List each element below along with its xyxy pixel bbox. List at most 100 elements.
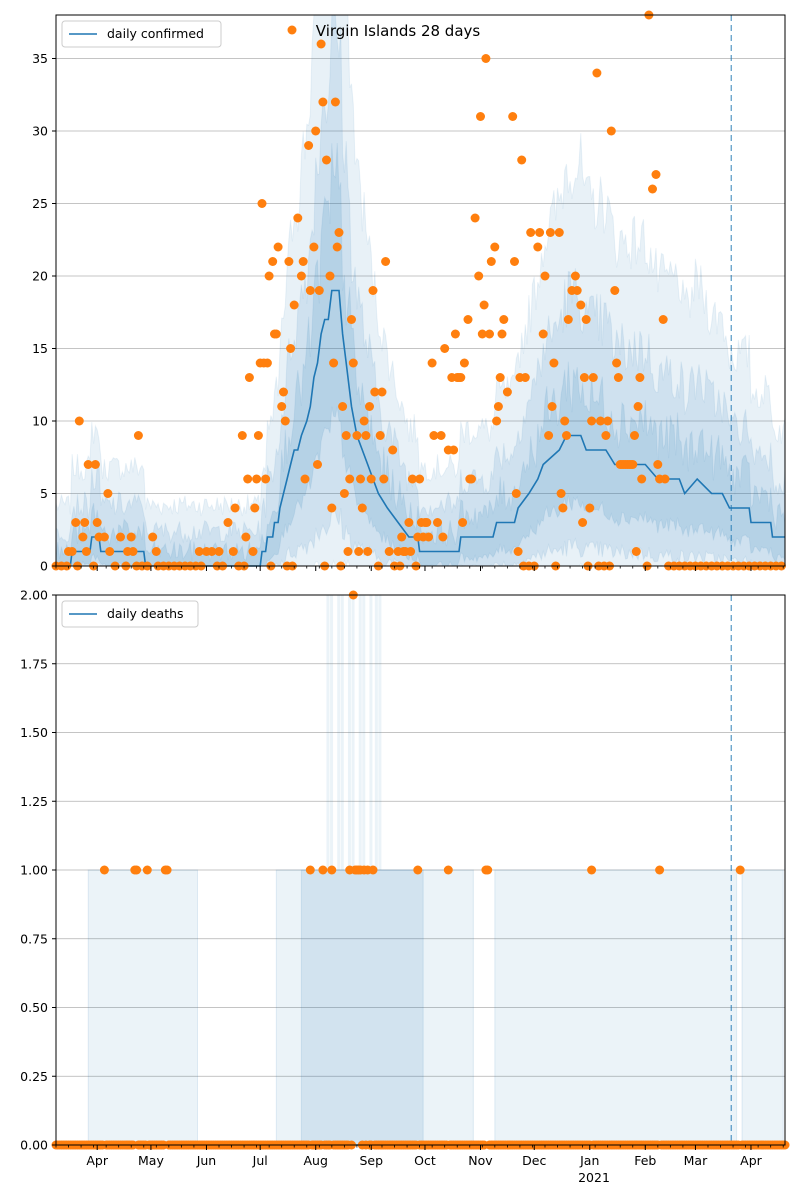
confirmed-observed-point (467, 474, 476, 484)
confirmed-observed-point (296, 271, 306, 281)
confirmed-observed-points (51, 10, 786, 571)
confirmed-observed-point (603, 416, 613, 426)
confirmed-observed-point (116, 532, 125, 542)
confirmed-observed-point (404, 518, 414, 527)
confirmed-observed-point (365, 402, 374, 411)
confirmed-observed-point (74, 416, 84, 426)
confirmed-observed-point (535, 228, 545, 237)
x-tick-label: Apr (740, 1153, 762, 1168)
confirmed-observed-point (268, 257, 278, 266)
confirmed-observed-point (495, 373, 505, 382)
confirmed-observed-point (481, 54, 491, 63)
confirmed-observed-point (334, 228, 344, 237)
confirmed-observed-point (305, 286, 315, 295)
confirmed-observed-point (422, 518, 432, 527)
confirmed-observed-point (293, 213, 303, 223)
confirmed-observed-point (508, 112, 518, 121)
confirmed-observed-point (486, 257, 496, 266)
x-tick-label: Nov (468, 1153, 493, 1168)
deaths-y-tick-label: 0.00 (20, 1138, 48, 1153)
confirmed-observed-point (316, 39, 326, 49)
deaths-y-tick-label: 0.75 (20, 931, 48, 946)
confirmed-observed-point (318, 97, 328, 107)
confirmed-observed-point (637, 474, 647, 484)
deaths-band-spike (330, 595, 334, 870)
confirmed-observed-point (381, 257, 391, 266)
confirmed-observed-point (658, 315, 668, 324)
confirmed-observed-point (262, 358, 272, 368)
deaths-observed-point (132, 865, 142, 875)
confirmed-observed-point (458, 518, 468, 527)
confirmed-observed-point (71, 518, 81, 527)
deaths-y-tick-label: 1.75 (20, 656, 48, 671)
confirmed-observed-point (271, 329, 281, 339)
confirmed-observed-point (237, 431, 247, 440)
confirmed-observed-point (250, 503, 260, 513)
confirmed-observed-point (103, 489, 113, 498)
confirmed-observed-point (357, 503, 367, 513)
confirmed-y-ticks: 0 5 10 15 20 25 30 35 (32, 51, 56, 574)
confirmed-observed-point (347, 315, 356, 324)
confirmed-observed-point (148, 532, 158, 542)
deaths-observed-point (368, 865, 378, 875)
confirmed-observed-point (588, 373, 598, 382)
confirmed-observed-point (613, 373, 623, 382)
x-tick-label: Feb (634, 1153, 656, 1168)
confirmed-observed-point (388, 445, 398, 455)
confirmed-observed-point (592, 68, 602, 78)
confirmed-observed-point (92, 518, 102, 527)
confirmed-observed-point (368, 286, 378, 295)
confirmed-observed-point (463, 315, 473, 324)
deaths-band-block (87, 869, 199, 1146)
deaths-legend-label: daily deaths (107, 606, 184, 621)
confirmed-observed-point (80, 518, 90, 527)
confirmed-observed-point (243, 474, 253, 484)
confirmed-observed-point (476, 112, 485, 121)
confirmed-observed-point (322, 155, 331, 165)
confirmed-observed-point (341, 431, 351, 440)
confirmed-observed-point (300, 474, 310, 484)
x-axis-year-label: 2021 (578, 1170, 610, 1185)
confirmed-observed-point (497, 329, 507, 339)
deaths-y-tick-label: 0.50 (20, 1000, 48, 1015)
confirmed-observed-point (78, 532, 88, 542)
confirmed-observed-point (298, 257, 308, 266)
confirmed-observed-point (356, 474, 365, 484)
deaths-band-block (741, 869, 784, 1146)
confirmed-observed-point (264, 271, 274, 281)
deaths-observed-point (162, 865, 172, 875)
deaths-panel: 0.00 0.25 0.50 0.75 1.00 1.25 1.50 1.75 2.00 Apr… (20, 588, 790, 1168)
confirmed-observed-point (427, 358, 437, 368)
deaths-observed-point (587, 865, 597, 875)
confirmed-observed-point (361, 431, 371, 440)
title-overlap-point (287, 25, 297, 35)
confirmed-observed-point (230, 503, 240, 513)
confirmed-observed-point (540, 271, 550, 281)
confirmed-observed-point (429, 431, 439, 440)
deaths-band-spike (369, 595, 373, 870)
confirmed-observed-point (510, 257, 519, 266)
deaths-observed-point (99, 865, 109, 875)
deaths-observed-point (735, 865, 745, 875)
deaths-band-spike (351, 595, 355, 870)
confirmed-observed-point (325, 271, 335, 281)
confirmed-observed-point (499, 315, 509, 324)
confirmed-legend-label: daily confirmed (107, 26, 204, 41)
confirmed-observed-point (223, 518, 233, 527)
deaths-band-block (494, 869, 738, 1146)
deaths-observed-point (413, 865, 423, 875)
confirmed-observed-point (284, 257, 294, 266)
confirmed-observed-point (207, 547, 217, 556)
confirmed-observed-point (304, 141, 314, 150)
confirmed-observed-point (470, 213, 480, 223)
confirmed-observed-point (133, 431, 143, 440)
confirmed-observed-point (327, 503, 337, 513)
confirmed-observed-point (596, 416, 605, 426)
confirmed-observed-point (517, 155, 527, 165)
deaths-legend-box (61, 600, 199, 628)
confirmed-observed-point (560, 416, 570, 426)
confirmed-observed-point (579, 373, 589, 382)
confirmed-observed-point (538, 329, 548, 339)
x-tick-label: Aug (304, 1153, 328, 1168)
